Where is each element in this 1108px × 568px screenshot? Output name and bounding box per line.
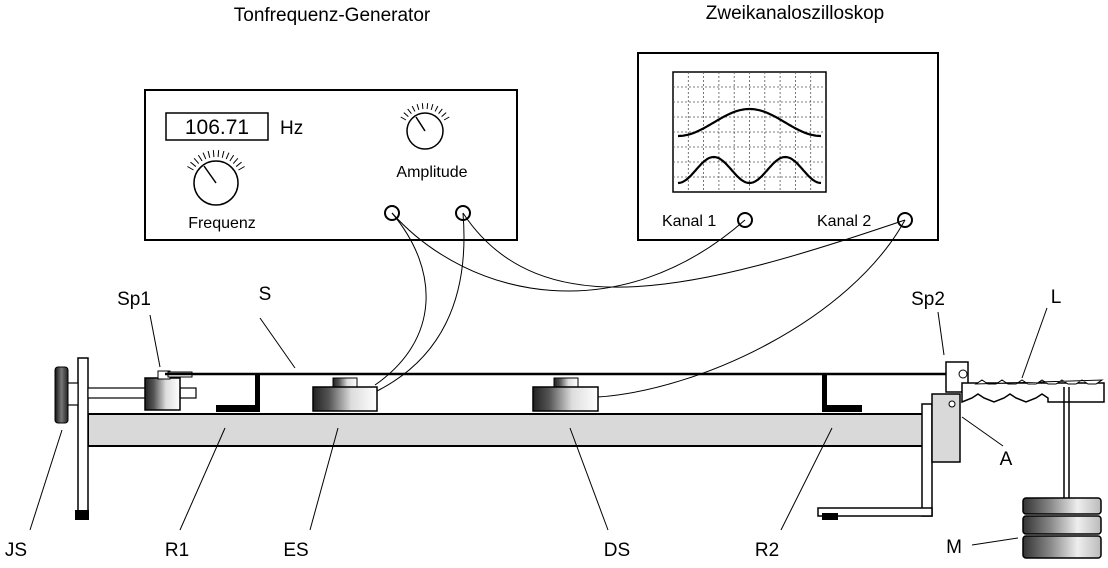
- frequency-display: [165, 112, 269, 141]
- leader-lines: [29, 307, 1048, 546]
- label-es: ES: [283, 540, 308, 561]
- label-l: L: [1051, 287, 1062, 308]
- jack-screw-knob[interactable]: [54, 366, 69, 424]
- channel2-trace: [677, 155, 822, 185]
- clamp-sp1: [144, 370, 193, 411]
- label-ds: DS: [604, 540, 630, 561]
- label-js: JS: [5, 540, 27, 561]
- bench-rail: [87, 413, 924, 447]
- left-end-assembly: [66, 357, 197, 520]
- frequency-knob-label: Frequenz: [188, 215, 256, 232]
- label-r2: R2: [755, 540, 779, 561]
- rider-left: [216, 374, 260, 412]
- label-a: A: [1000, 449, 1013, 470]
- channel2-label: Kanal 2: [817, 213, 871, 230]
- oscilloscope: Kanal 1 Kanal 2: [637, 52, 939, 241]
- frequency-unit: Hz: [280, 118, 303, 139]
- label-sp1: Sp1: [117, 289, 151, 310]
- generator-title: Tonfrequenz-Generator: [234, 5, 431, 26]
- frequency-knob[interactable]: [187, 150, 245, 206]
- oscilloscope-title: Zweikanaloszilloskop: [706, 3, 884, 24]
- label-s: S: [259, 284, 272, 305]
- detector-coil: [532, 377, 599, 412]
- bracket-a: [931, 393, 961, 463]
- label-r1: R1: [165, 540, 189, 561]
- function-generator: 106.71 Hz Frequenz Amplitude: [144, 89, 518, 241]
- frequency-value: 106.71: [185, 116, 249, 139]
- rider-right: [822, 374, 862, 412]
- mass-hanger: [1063, 387, 1070, 500]
- channel1-trace: [678, 107, 821, 138]
- label-m: M: [946, 537, 962, 558]
- exciter-coil: [312, 377, 378, 412]
- mass-stack: [1022, 497, 1102, 559]
- lever: [961, 382, 1105, 404]
- channel1-label: Kanal 1: [662, 213, 716, 230]
- amplitude-knob-label: Amplitude: [396, 164, 467, 181]
- amplitude-knob[interactable]: [400, 103, 450, 150]
- cables: [374, 212, 906, 398]
- label-sp2: Sp2: [911, 289, 945, 310]
